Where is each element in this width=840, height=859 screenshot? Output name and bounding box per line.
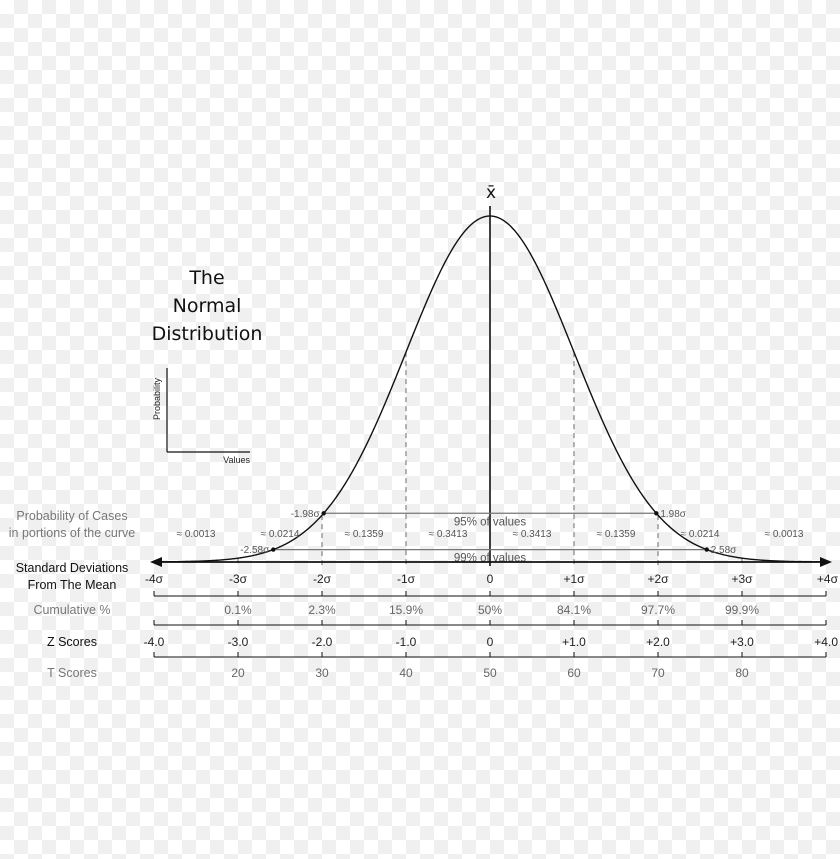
z-score-value: +4.0: [814, 635, 838, 649]
inset-x-label: Values: [223, 455, 250, 465]
probability-value: ≈ 0.0013: [177, 529, 216, 540]
probability-header-2: in portions of the curve: [9, 526, 136, 540]
main-axis: [150, 557, 832, 567]
cumulative-value: 15.9%: [389, 603, 423, 617]
interval-left-label: -1.98σ: [291, 509, 321, 520]
interval-left-label: -2.58σ: [240, 545, 270, 556]
t-score-value: 80: [735, 666, 749, 680]
cumulative-header: Cumulative %: [33, 603, 110, 617]
probability-value: ≈ 0.1359: [597, 529, 636, 540]
std-dev-value: +3σ: [731, 572, 753, 586]
std-dev-value: -2σ: [313, 572, 332, 586]
std-dev-value: +1σ: [563, 572, 585, 586]
z-score-value: +2.0: [646, 635, 670, 649]
probability-value: ≈ 0.0214: [261, 529, 300, 540]
interval-left-marker: [321, 511, 326, 516]
interval-right-label: 2.58σ: [711, 545, 737, 556]
probability-value: ≈ 0.3413: [429, 529, 468, 540]
row-values: ≈ 0.0013 ≈ 0.0214 ≈ 0.1359 ≈ 0.3413 ≈ 0.3413…: [144, 529, 839, 680]
z-score-value: -1.0: [396, 635, 417, 649]
axis-arrow-left: [150, 557, 162, 567]
cumulative-value: 50%: [478, 603, 502, 617]
t-score-value: 60: [567, 666, 581, 680]
std-dev-value: +4σ: [817, 572, 839, 586]
mean-symbol: x̄: [486, 183, 496, 203]
z-score-value: 0: [487, 635, 494, 649]
t-score-value: 50: [483, 666, 497, 680]
probability-value: ≈ 0.0214: [681, 529, 720, 540]
interval-right-label: 1.98σ: [660, 509, 686, 520]
cumulative-value: 2.3%: [308, 603, 336, 617]
cumulative-value: 0.1%: [224, 603, 252, 617]
interval-right-marker: [704, 547, 709, 552]
t-score-value: 40: [399, 666, 413, 680]
t-score-value: 30: [315, 666, 329, 680]
z-score-value: +1.0: [562, 635, 586, 649]
bell-curve: [154, 215, 826, 563]
interval-right-marker: [654, 511, 659, 516]
std-dev-value: -3σ: [229, 572, 248, 586]
std-dev-header-1: Standard Deviations: [16, 561, 129, 575]
z-score-value: -4.0: [144, 635, 165, 649]
t-score-value: 20: [231, 666, 245, 680]
probability-value: ≈ 0.0013: [765, 529, 804, 540]
std-dev-value: -4σ: [145, 572, 164, 586]
probability-header-1: Probability of Cases: [16, 509, 127, 523]
cumulative-value: 84.1%: [557, 603, 591, 617]
z-score-value: -3.0: [228, 635, 249, 649]
z-scores-header: Z Scores: [47, 635, 97, 649]
title-line-2: Normal: [173, 295, 242, 317]
interval-label: 95% of values: [454, 516, 526, 528]
std-dev-value: +2σ: [647, 572, 669, 586]
t-score-value: 70: [651, 666, 665, 680]
diagram-title: The Normal Distribution: [152, 267, 263, 345]
row-headers: Probability of Cases in portions of the …: [9, 509, 136, 680]
std-dev-header-2: From The Mean: [28, 578, 117, 592]
t-scores-header: T Scores: [47, 666, 97, 680]
probability-value: ≈ 0.3413: [513, 529, 552, 540]
std-dev-value: -1σ: [397, 572, 416, 586]
title-line-1: The: [188, 267, 224, 289]
axis-arrow-right: [820, 557, 832, 567]
cumulative-value: 99.9%: [725, 603, 759, 617]
probability-value: ≈ 0.1359: [345, 529, 384, 540]
interval-left-marker: [271, 547, 276, 552]
z-score-value: -2.0: [312, 635, 333, 649]
std-dev-value: 0: [487, 572, 494, 586]
cumulative-value: 97.7%: [641, 603, 675, 617]
axes-inset: Probability Values: [152, 368, 250, 465]
inset-y-label: Probability: [152, 377, 162, 420]
z-score-value: +3.0: [730, 635, 754, 649]
title-line-3: Distribution: [152, 323, 263, 345]
